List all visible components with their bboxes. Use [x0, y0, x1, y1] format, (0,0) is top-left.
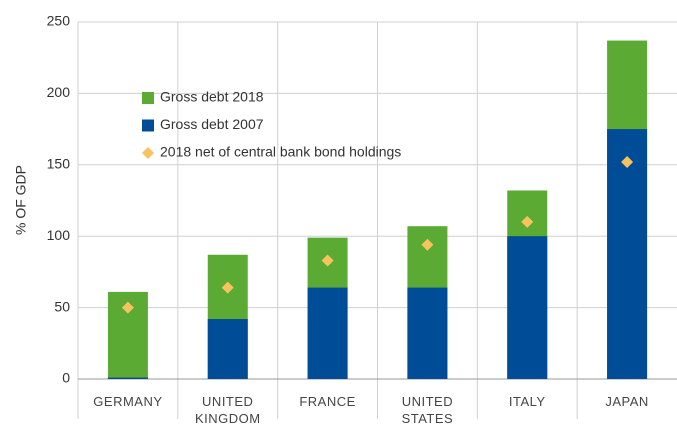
legend-label: Gross debt 2018 [160, 89, 264, 105]
y-tick-label: 50 [54, 298, 70, 314]
legend-marker [142, 119, 154, 132]
diamond-marker [421, 238, 434, 251]
y-axis-label: % OF GDP [13, 165, 29, 235]
legend-marker [142, 92, 154, 104]
x-tick-label: ITALY [508, 394, 546, 409]
y-tick-label: 100 [47, 227, 71, 243]
bar [207, 319, 248, 379]
bar [507, 236, 548, 379]
bar [407, 287, 448, 379]
diamond-marker [121, 301, 134, 314]
diamond-marker [321, 254, 334, 267]
x-tick-label: FRANCE [299, 394, 356, 409]
diamond-marker [621, 155, 634, 168]
legend-marker [142, 147, 154, 159]
x-tick-label: GERMANY [93, 394, 163, 409]
x-tick-label: UNITED STATES [401, 394, 454, 426]
bar [607, 129, 648, 379]
y-tick-label: 250 [47, 13, 71, 29]
x-tick-label: UNITED KINGDOM [194, 394, 261, 426]
diamond-marker [221, 281, 234, 294]
x-tick-label: JAPAN [605, 394, 649, 409]
y-tick-label: 200 [47, 84, 71, 100]
legend-label: Gross debt 2007 [160, 116, 264, 132]
legend-label: 2018 net of central bank bond holdings [160, 144, 401, 160]
y-tick-label: 150 [47, 156, 71, 172]
y-tick-label: 0 [62, 370, 70, 386]
bar [107, 377, 148, 379]
diamond-marker [521, 215, 534, 228]
bar [307, 287, 348, 379]
